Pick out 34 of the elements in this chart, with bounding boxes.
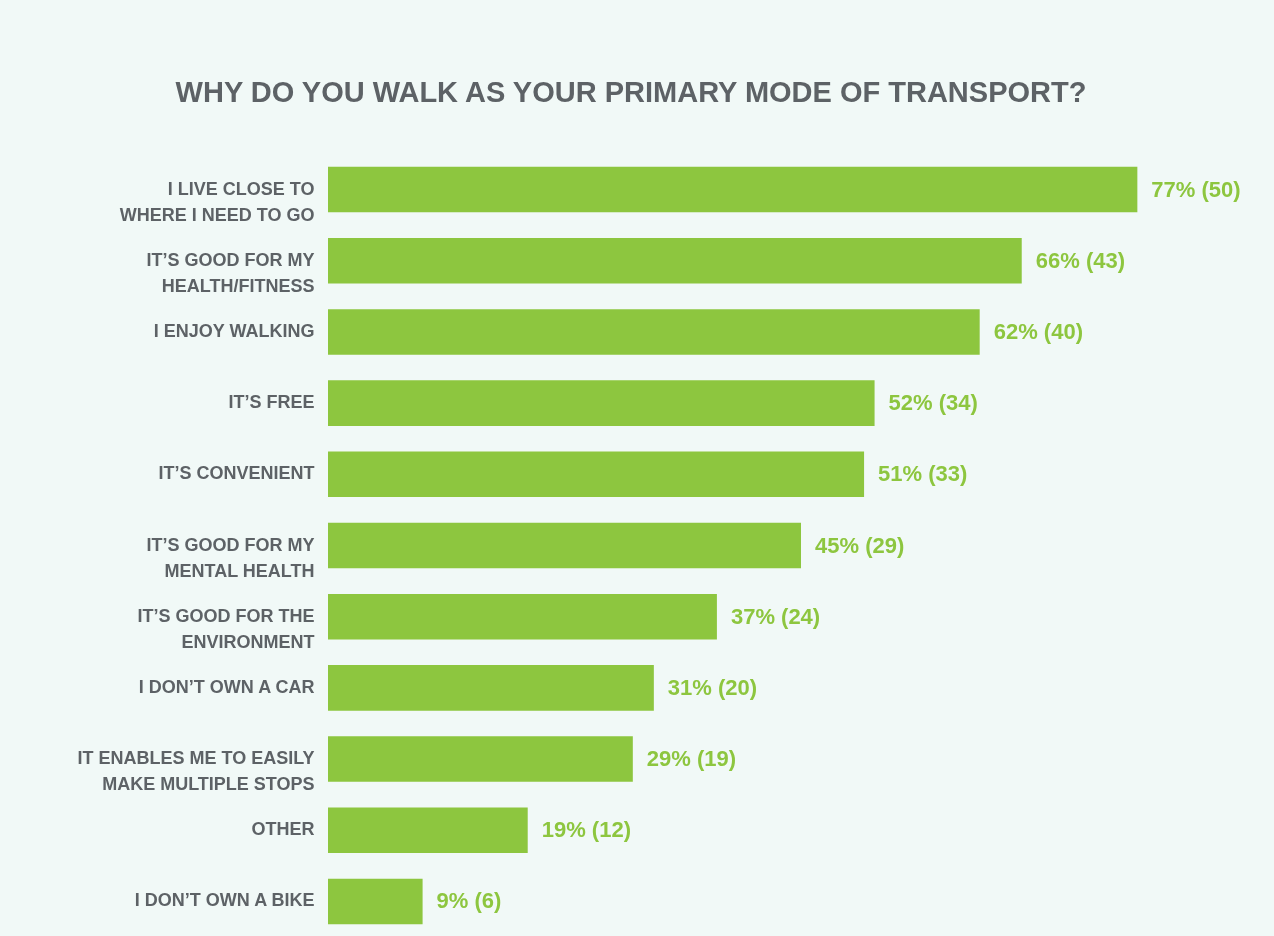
bar <box>328 166 1138 213</box>
y-tick-label: IT’S FREE <box>228 392 315 413</box>
data-label: 37% (24) <box>730 603 821 629</box>
y-tick-label: I DON’T OWN A BIKE <box>134 890 315 911</box>
bar <box>328 309 980 355</box>
bar <box>328 380 875 426</box>
bar <box>328 522 801 569</box>
bar <box>328 736 633 782</box>
y-tick-label: OTHER <box>251 819 315 840</box>
data-label: 66% (43) <box>1035 247 1126 273</box>
data-label: 45% (29) <box>815 532 905 558</box>
data-label: 62% (40) <box>993 318 1083 344</box>
bar <box>328 665 654 711</box>
y-tick-label: I ENJOY WALKING <box>153 320 315 341</box>
bar <box>328 237 1022 284</box>
data-label: 52% (34) <box>888 390 978 416</box>
bar <box>328 807 528 854</box>
y-tick-label: I DON’T OWN A CAR <box>138 676 315 697</box>
y-tick-label: IT’S GOOD FOR MY HEALTH/FITNESS <box>146 249 315 296</box>
y-tick-label: IT ENABLES ME TO EASILY MAKE MULTIPLE STOPS <box>77 748 315 795</box>
data-label: 51% (33) <box>878 461 968 487</box>
y-tick-label: IT’S CONVENIENT <box>158 463 315 484</box>
data-label: 31% (20) <box>667 674 758 700</box>
data-label: 29% (19) <box>646 746 737 772</box>
bar <box>328 451 865 498</box>
data-label: 77% (50) <box>1151 176 1241 202</box>
y-tick-label: I LIVE CLOSE TO WHERE I NEED TO GO <box>119 178 315 225</box>
data-label: 9% (6) <box>436 888 502 914</box>
bar <box>328 878 423 925</box>
data-label: 19% (12) <box>541 817 631 843</box>
chart-title: WHY DO YOU WALK AS YOUR PRIMARY MODE OF TRANSPORT? <box>175 76 1087 108</box>
y-tick-label: IT’S GOOD FOR MY MENTAL HEALTH <box>146 534 315 581</box>
y-tick-label: IT’S GOOD FOR THE ENVIRONMENT <box>137 605 315 652</box>
bar <box>328 593 717 640</box>
